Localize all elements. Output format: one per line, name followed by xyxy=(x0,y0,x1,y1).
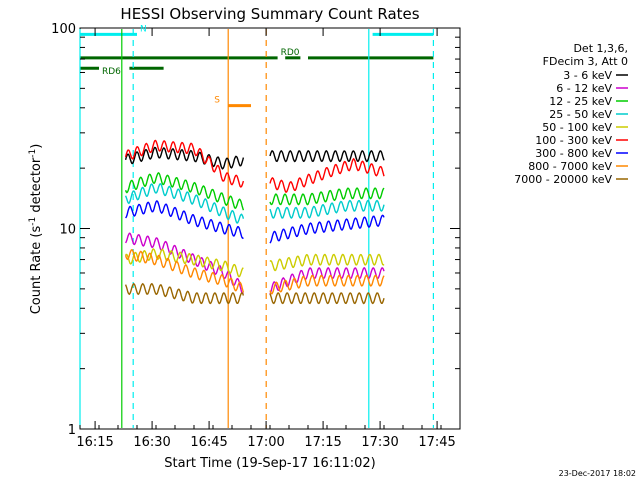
series-3-6keV xyxy=(124,146,385,170)
series-100-300keV xyxy=(124,139,385,193)
x-tick-label: 17:15 xyxy=(304,435,341,450)
x-tick-label: 17:30 xyxy=(361,435,398,450)
series-800-7000keV xyxy=(124,248,385,295)
series-50-100keV xyxy=(125,248,385,278)
legend-label: 25 - 50 keV xyxy=(549,108,612,121)
x-tick-label: 16:15 xyxy=(76,435,113,450)
series-line xyxy=(124,172,245,211)
y-axis-label-end: ) xyxy=(29,144,44,149)
series-line xyxy=(125,248,244,278)
flag-label-s: S xyxy=(214,96,220,106)
event-lines xyxy=(79,29,434,428)
series-line xyxy=(124,182,245,224)
generation-timestamp: 23-Dec-2017 18:02 xyxy=(559,469,636,478)
legend-label: 6 - 12 keV xyxy=(556,82,612,95)
series-line xyxy=(269,214,385,244)
series-line xyxy=(269,199,385,219)
x-tick-label: 17:45 xyxy=(418,435,455,450)
series-line xyxy=(269,253,385,272)
y-tick-label: 1 xyxy=(68,423,76,438)
chart-title: HESSI Observing Summary Count Rates xyxy=(120,5,419,23)
legend-header: Det 1,3,6, xyxy=(573,42,628,55)
series-line xyxy=(269,157,385,193)
series-12-25keV xyxy=(124,172,385,211)
legend-label: 100 - 300 keV xyxy=(535,134,612,147)
y-axis-label: Count Rate (s-1 detector-1) xyxy=(28,144,44,315)
flag-label-rd0: RD0 xyxy=(281,48,300,58)
x-axis-ticks: 16:15 16:30 16:45 17:00 17:15 17:30 17:45 xyxy=(76,28,461,450)
flag-label-rd6: RD6 xyxy=(102,67,121,77)
x-tick-label: 16:30 xyxy=(133,435,170,450)
legend-header: FDecim 3, Att 0 xyxy=(543,55,628,68)
series-7000-20000keV xyxy=(124,282,385,305)
y-axis-label-main: Count Rate (s xyxy=(29,226,44,315)
series-line xyxy=(269,150,385,163)
legend-label: 12 - 25 keV xyxy=(549,95,612,108)
y-tick-label: 10 xyxy=(59,223,76,238)
y-tick-label: 100 xyxy=(51,22,76,37)
series-line xyxy=(269,292,385,305)
series-300-800keV xyxy=(125,200,385,244)
y-axis-label-sup1: -1 xyxy=(28,217,38,226)
x-axis-label: Start Time (19-Sep-17 16:11:02) xyxy=(164,456,375,471)
legend-label: 300 - 800 keV xyxy=(535,147,612,160)
instrument-flags: N RD0 RD6 S xyxy=(80,24,434,108)
legend-label: 800 - 7000 keV xyxy=(528,160,612,173)
plot-frame xyxy=(79,27,461,430)
series-line xyxy=(269,274,385,295)
series-25-50keV xyxy=(124,182,385,224)
series-line xyxy=(124,248,245,293)
legend-label: 7000 - 20000 keV xyxy=(514,173,612,186)
legend-label: 3 - 6 keV xyxy=(563,69,612,82)
x-tick-label: 17:00 xyxy=(247,435,284,450)
series-line xyxy=(124,146,245,170)
series-line xyxy=(124,282,245,305)
y-axis-label-sup2: -1 xyxy=(28,149,38,158)
series-line xyxy=(269,187,385,206)
y-axis-ticks: 1 10 100 xyxy=(51,22,460,438)
count-rate-series xyxy=(124,139,385,305)
y-axis-label-mid: detector xyxy=(29,157,44,217)
series-line xyxy=(269,267,385,295)
series-line xyxy=(125,200,244,240)
legend-label: 50 - 100 keV xyxy=(542,121,612,134)
flag-label-n: N xyxy=(140,24,147,34)
x-tick-label: 16:45 xyxy=(190,435,227,450)
series-line xyxy=(124,139,245,188)
